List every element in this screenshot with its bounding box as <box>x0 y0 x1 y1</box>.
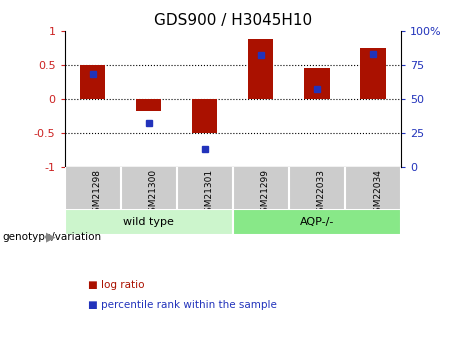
Text: ■ percentile rank within the sample: ■ percentile rank within the sample <box>88 300 277 310</box>
Bar <box>233 209 401 235</box>
Text: GSM21299: GSM21299 <box>261 169 270 218</box>
Text: ■ log ratio: ■ log ratio <box>88 280 144 289</box>
Text: AQP-/-: AQP-/- <box>300 217 334 227</box>
Text: GSM21301: GSM21301 <box>205 169 214 218</box>
Text: GSM21300: GSM21300 <box>148 169 158 218</box>
Text: wild type: wild type <box>123 217 174 227</box>
Bar <box>192 99 218 133</box>
Bar <box>80 65 105 99</box>
Bar <box>65 209 233 235</box>
Text: GSM22034: GSM22034 <box>373 169 382 218</box>
Text: genotype/variation: genotype/variation <box>2 232 101 242</box>
Bar <box>136 99 161 111</box>
Text: GSM22033: GSM22033 <box>317 169 326 218</box>
Title: GDS900 / H3045H10: GDS900 / H3045H10 <box>154 13 312 29</box>
Bar <box>248 39 273 99</box>
Bar <box>361 48 386 99</box>
Bar <box>304 68 330 99</box>
Text: GSM21298: GSM21298 <box>93 169 101 218</box>
Text: ▶: ▶ <box>46 230 56 244</box>
